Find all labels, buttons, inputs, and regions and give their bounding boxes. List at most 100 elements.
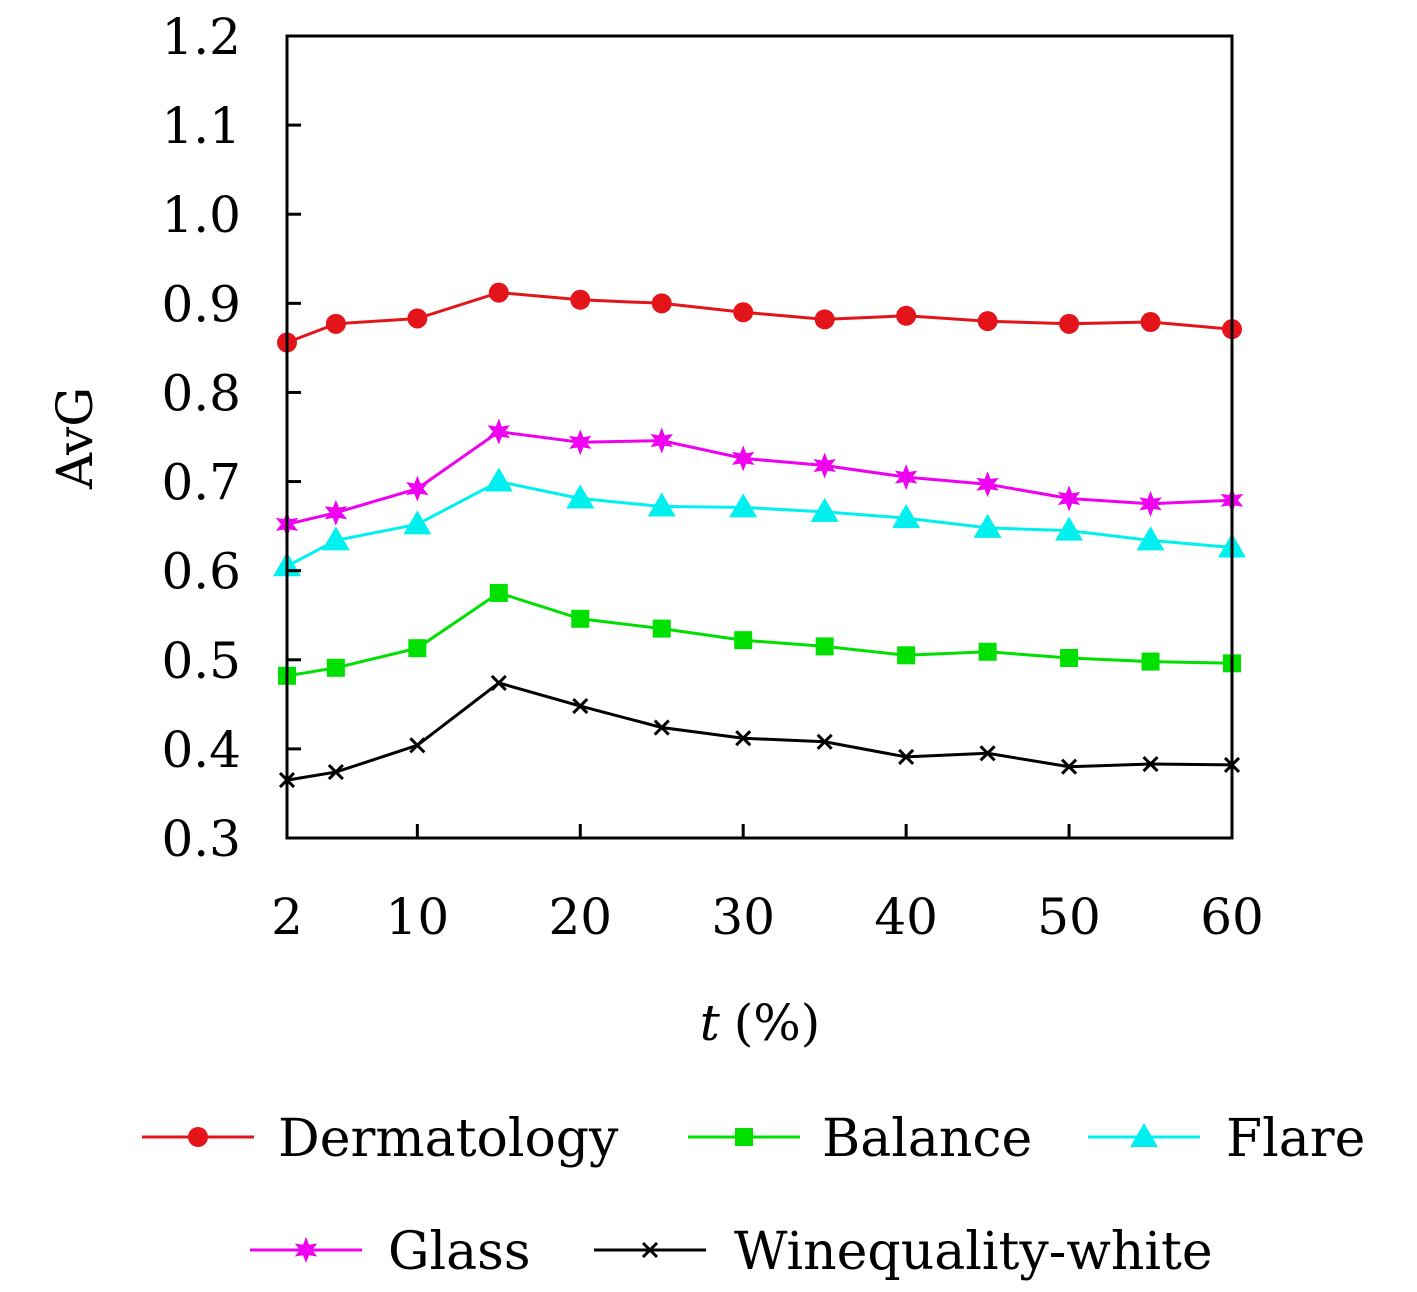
legend-item-glass: Glass [250, 1222, 531, 1282]
x-tick-label: 60 [1200, 888, 1264, 946]
data-point [1060, 648, 1079, 667]
data-point [816, 733, 833, 750]
data-point [735, 730, 752, 747]
legend-label: Dermatology [278, 1109, 619, 1169]
y-tick-label: 1.2 [161, 8, 241, 66]
data-point [488, 282, 509, 303]
data-point [566, 484, 595, 509]
data-point [813, 452, 836, 479]
data-point [571, 609, 590, 628]
data-point [652, 619, 671, 638]
data-point [977, 311, 998, 332]
data-point [1141, 652, 1160, 671]
data-point [572, 698, 589, 715]
data-point [324, 499, 348, 526]
y-tick-label: 1.1 [161, 97, 241, 155]
data-point [892, 504, 921, 529]
data-point [570, 289, 591, 310]
legend-marker [641, 1241, 659, 1259]
data-point [1057, 485, 1081, 512]
data-point [1061, 758, 1078, 775]
legend-marker [735, 1128, 753, 1146]
data-point [814, 309, 835, 330]
legend-marker [188, 1127, 208, 1147]
data-point [487, 418, 511, 445]
data-point [1055, 516, 1084, 541]
data-point [651, 293, 672, 314]
data-point [973, 513, 1002, 538]
y-tick-label: 0.6 [161, 543, 241, 601]
series-winequality-white [278, 674, 1241, 789]
data-point [406, 475, 429, 502]
x-axis-title: t (%) [700, 994, 821, 1052]
y-tick-label: 0.9 [161, 275, 241, 333]
series-flare [273, 467, 1246, 577]
data-point [979, 745, 996, 762]
data-point [729, 493, 758, 518]
x-tick-label: 2 [271, 888, 303, 946]
x-tick-label: 20 [548, 888, 612, 946]
data-point [326, 658, 345, 677]
data-point [325, 313, 346, 334]
data-point [1136, 526, 1165, 551]
series-line [286, 480, 1233, 568]
y-axis-title: AvG [46, 387, 104, 490]
data-point [896, 305, 917, 326]
data-point [1142, 755, 1159, 773]
data-point [731, 445, 755, 472]
data-point [976, 471, 999, 498]
x-tick-label: 30 [711, 888, 775, 946]
data-point [653, 719, 670, 736]
x-axis-unit: (%) [734, 994, 821, 1052]
legend-label: Winequality-white [734, 1222, 1213, 1282]
y-tick-label: 0.5 [161, 632, 241, 690]
data-point [408, 639, 427, 658]
data-point [1140, 312, 1161, 333]
data-point [327, 763, 344, 781]
legend: Dermatology Balance Flare Glass Winequality-… [142, 1109, 1365, 1282]
data-point [894, 464, 918, 491]
series-line [286, 681, 1233, 782]
data-point [978, 642, 997, 661]
series-line [286, 430, 1233, 526]
x-axis-variable: t [700, 994, 721, 1052]
x-tick-label: 10 [386, 888, 450, 946]
x-tick-label: 40 [874, 888, 938, 946]
data-point [733, 302, 754, 323]
y-tick-label: 0.7 [161, 454, 241, 512]
data-point [734, 631, 753, 650]
data-point [403, 510, 432, 535]
axes: 0.3 0.4 0.5 0.6 0.7 0.8 0.9 1.0 1.1 1.2 2 10 20 30 40 5… [161, 8, 1263, 946]
data-point [1139, 490, 1162, 517]
y-tick-label: 0.3 [161, 810, 241, 868]
series-line [286, 291, 1233, 344]
data-point [898, 748, 915, 765]
data-point [569, 429, 592, 456]
series-balance [278, 583, 1241, 685]
data-point [321, 526, 350, 551]
legend-label: Flare [1226, 1109, 1365, 1169]
y-tick-label: 0.4 [161, 721, 241, 779]
series-dermatology [277, 282, 1242, 353]
data-point [489, 583, 508, 602]
series-line [286, 591, 1233, 678]
legend-item-dermatology: Dermatology [142, 1109, 619, 1169]
data-point [1059, 313, 1080, 334]
data-point [409, 737, 426, 754]
data-point [815, 637, 834, 656]
data-point [484, 467, 513, 492]
legend-label: Glass [388, 1222, 531, 1282]
y-tick-label: 1.0 [161, 186, 241, 244]
legend-item-winequality-white: Winequality-white [594, 1222, 1213, 1282]
data-point [407, 308, 428, 329]
plot-area [273, 282, 1246, 789]
legend-marker [294, 1237, 318, 1263]
data-point [810, 497, 839, 522]
data-point [650, 427, 673, 454]
plot-frame [285, 34, 1234, 840]
legend-label: Balance [822, 1109, 1032, 1169]
legend-marker [1130, 1123, 1158, 1147]
legend-item-balance: Balance [688, 1109, 1032, 1169]
legend-item-flare: Flare [1088, 1109, 1365, 1169]
